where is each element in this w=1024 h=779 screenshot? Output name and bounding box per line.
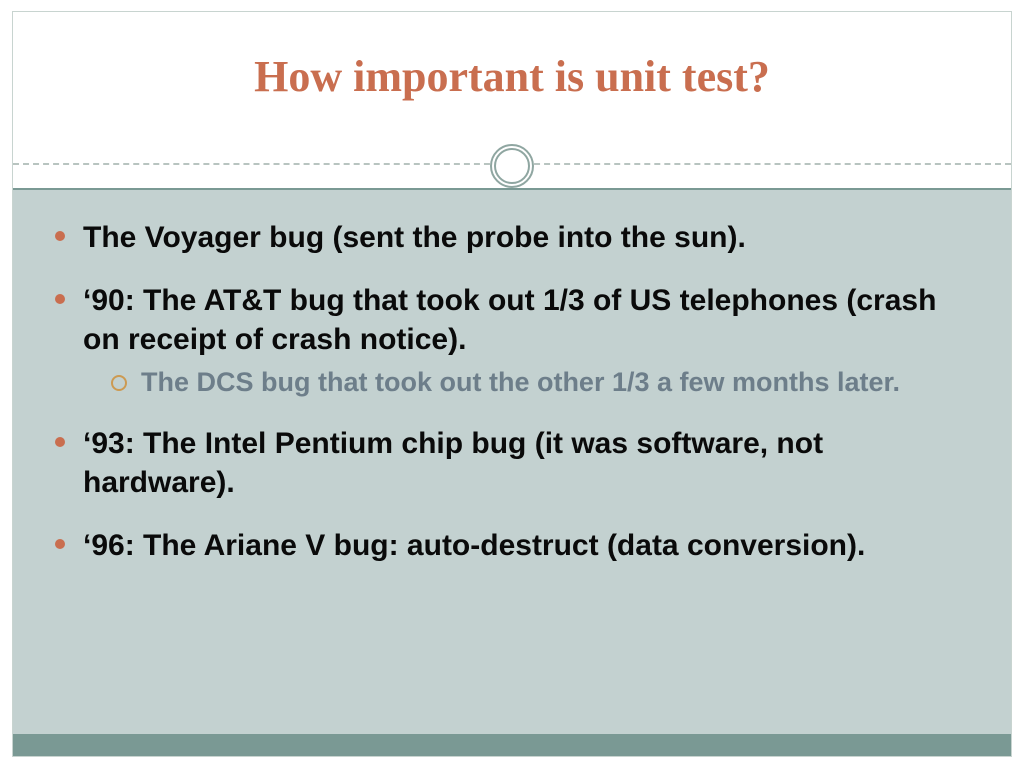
list-item: ‘96: The Ariane V bug: auto-destruct (da…	[49, 526, 975, 565]
slide-container: How important is unit test? The Voyager …	[12, 11, 1012, 757]
list-item: The Voyager bug (sent the probe into the…	[49, 218, 975, 257]
list-item: ‘90: The AT&T bug that took out 1/3 of U…	[49, 281, 975, 400]
slide-title: How important is unit test?	[254, 51, 770, 102]
slide-body: The Voyager bug (sent the probe into the…	[13, 188, 1011, 734]
bullet-text: ‘90: The AT&T bug that took out 1/3 of U…	[83, 281, 975, 359]
bullet-text: ‘96: The Ariane V bug: auto-destruct (da…	[83, 526, 975, 565]
bullet-list-lvl2: The DCS bug that took out the other 1/3 …	[111, 365, 975, 400]
divider-solid-line	[13, 188, 1011, 190]
list-item: The DCS bug that took out the other 1/3 …	[111, 365, 975, 400]
slide-header: How important is unit test?	[13, 12, 1011, 140]
list-item: ‘93: The Intel Pentium chip bug (it was …	[49, 424, 975, 502]
bullet-text: The Voyager bug (sent the probe into the…	[83, 218, 975, 257]
bullet-text: The DCS bug that took out the other 1/3 …	[141, 365, 975, 400]
title-divider	[13, 138, 1011, 190]
bullet-list-lvl1: The Voyager bug (sent the probe into the…	[49, 218, 975, 565]
slide-footer-bar	[13, 734, 1011, 756]
bullet-text: ‘93: The Intel Pentium chip bug (it was …	[83, 424, 975, 502]
divider-ring-icon	[490, 144, 534, 188]
